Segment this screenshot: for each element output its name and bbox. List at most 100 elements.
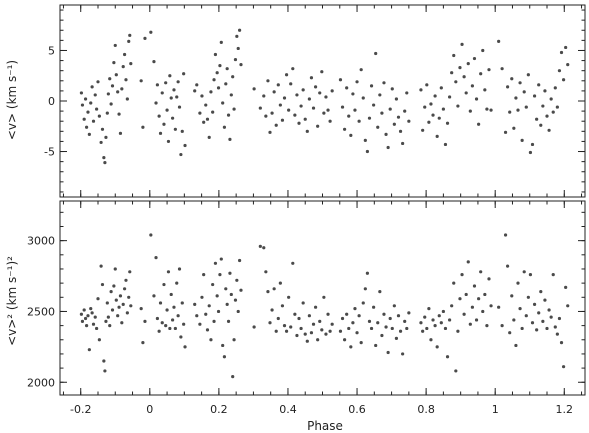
bottom-data-point [122, 303, 125, 306]
bottom-data-point [485, 324, 488, 327]
bottom-data-point [552, 273, 555, 276]
top-panel: -5 0 5 [44, 5, 585, 197]
bottom-data-point [444, 327, 447, 330]
top-data-point [378, 93, 381, 96]
top-data-point [554, 86, 557, 89]
top-data-point [116, 90, 119, 93]
bottom-y-tick-label: 3000 [27, 235, 55, 248]
bottom-data-point [226, 303, 229, 306]
top-data-point [469, 110, 472, 113]
top-data-point [275, 124, 278, 127]
top-data-point [387, 146, 390, 149]
bottom-y-axis-label: <v>² (km s⁻¹)² [5, 256, 19, 346]
bottom-data-point [239, 289, 242, 292]
bottom-data-point [200, 296, 203, 299]
bottom-data-point [208, 304, 211, 307]
bottom-data-point [140, 307, 143, 310]
bottom-data-point [448, 318, 451, 321]
bottom-data-point [96, 297, 99, 300]
bottom-data-point [355, 331, 358, 334]
bottom-data-point [465, 293, 468, 296]
bottom-data-point [204, 313, 207, 316]
bottom-data-point [259, 245, 262, 248]
top-data-point [227, 114, 230, 117]
bottom-data-point [304, 333, 307, 336]
bottom-data-point [454, 369, 457, 372]
top-data-point [444, 143, 447, 146]
top-data-point [531, 143, 534, 146]
top-data-point [110, 102, 113, 105]
bottom-data-point [83, 308, 86, 311]
bottom-data-point [162, 283, 165, 286]
top-data-point [174, 128, 177, 131]
top-data-point [463, 75, 466, 78]
x-tick-label: 0.8 [417, 403, 435, 416]
bottom-data-point [117, 306, 120, 309]
top-data-point [370, 84, 373, 87]
top-data-point [126, 97, 129, 100]
top-data-point [171, 117, 174, 120]
top-data-point [310, 76, 313, 79]
bottom-data-point [481, 310, 484, 313]
top-data-point [86, 111, 89, 114]
bottom-data-point [320, 328, 323, 331]
bottom-data-point [223, 355, 226, 358]
bottom-data-point [349, 345, 352, 348]
bottom-data-point [179, 335, 182, 338]
top-data-point [289, 82, 292, 85]
top-data-point [316, 125, 319, 128]
bottom-data-point [120, 321, 123, 324]
bottom-data-point [170, 293, 173, 296]
bottom-data-point [473, 284, 476, 287]
bottom-data-point [88, 348, 91, 351]
top-data-point [552, 111, 555, 114]
bottom-data-point [518, 307, 521, 310]
top-data-point [168, 74, 171, 77]
top-data-point [440, 86, 443, 89]
top-data-point [376, 126, 379, 129]
top-data-point [92, 120, 95, 123]
top-data-point [95, 107, 98, 110]
bottom-data-point [360, 341, 363, 344]
bottom-data-point [456, 330, 459, 333]
top-data-point [88, 133, 91, 136]
bottom-data-point [374, 344, 377, 347]
top-data-point [566, 63, 569, 66]
top-data-point [193, 89, 196, 92]
bottom-data-point [224, 287, 227, 290]
bottom-data-point [560, 341, 563, 344]
bottom-data-point [397, 314, 400, 317]
top-data-point [421, 129, 424, 132]
top-data-point [143, 37, 146, 40]
top-data-point [407, 120, 410, 123]
top-data-point [389, 107, 392, 110]
bottom-data-point [273, 287, 276, 290]
top-data-point [543, 89, 546, 92]
top-data-point [302, 88, 305, 91]
bottom-data-point [156, 317, 159, 320]
bottom-data-point [123, 287, 126, 290]
bottom-data-point [206, 328, 209, 331]
top-data-point [523, 90, 526, 93]
top-data-point [562, 78, 565, 81]
top-data-point [438, 117, 441, 120]
top-data-point [223, 126, 226, 129]
bottom-data-point [351, 321, 354, 324]
top-data-point [516, 108, 519, 111]
bottom-data-point [94, 316, 97, 319]
bottom-data-point [378, 290, 381, 293]
top-data-point [115, 73, 118, 76]
bottom-data-point [174, 327, 177, 330]
bottom-data-point [175, 282, 178, 285]
bottom-data-point [159, 301, 162, 304]
bottom-data-point [111, 308, 114, 311]
top-y-axis-label: <v> (km s⁻¹) [5, 60, 19, 140]
top-data-point [161, 91, 164, 94]
bottom-data-point [143, 320, 146, 323]
bottom-data-point [405, 327, 408, 330]
bottom-data-point [347, 327, 350, 330]
x-tick-label: 0.2 [210, 403, 228, 416]
top-data-point [96, 80, 99, 83]
top-data-point [162, 123, 165, 126]
top-data-point [403, 110, 406, 113]
